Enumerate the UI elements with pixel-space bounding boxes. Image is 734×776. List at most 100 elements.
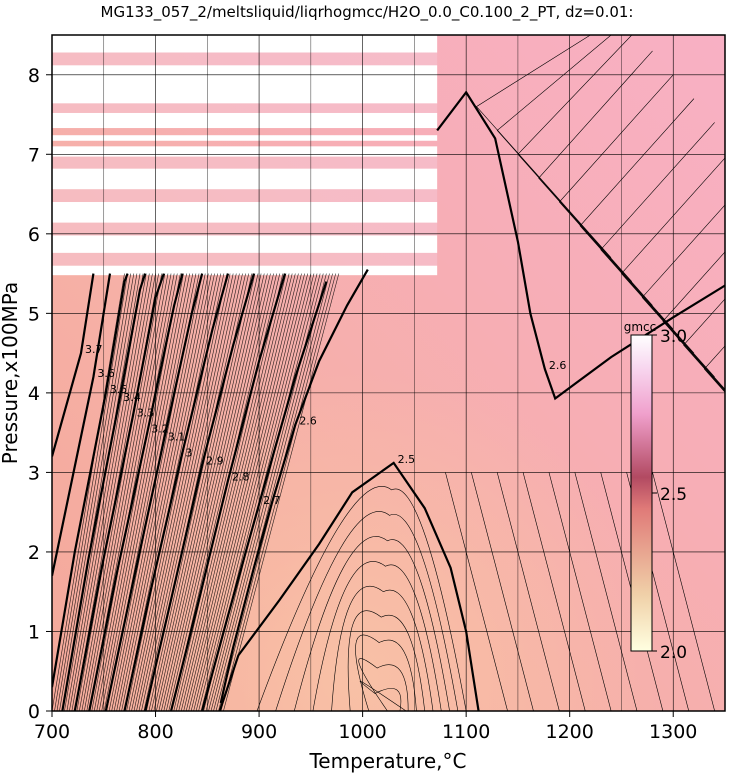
contour-arch-5 bbox=[331, 586, 434, 711]
colorbar-tick-min: 2.0 bbox=[660, 643, 687, 663]
contour-chevron-6 bbox=[600, 122, 725, 390]
contour-thin-56 bbox=[190, 273, 299, 711]
contour-label-10: 3.4 bbox=[123, 391, 141, 404]
missing-band-3 bbox=[52, 168, 438, 190]
contour-chevron-4 bbox=[558, 74, 695, 354]
contour-label-4: 2.8 bbox=[232, 470, 250, 483]
contour-thin-63 bbox=[208, 273, 321, 711]
contour-thin-46 bbox=[166, 273, 268, 711]
contour-diag-4 bbox=[548, 472, 612, 711]
y-tick-label-8: 8 bbox=[28, 65, 40, 87]
contour-thin-16 bbox=[91, 273, 175, 711]
contour-thin-54 bbox=[185, 273, 293, 711]
contour-thin-52 bbox=[180, 273, 287, 711]
contour-thin-68 bbox=[220, 273, 336, 711]
contour-thin-35 bbox=[138, 273, 234, 711]
contour-lines bbox=[52, 35, 725, 711]
contour-thin-60 bbox=[200, 273, 312, 711]
contour-3-6-12 bbox=[52, 273, 112, 577]
x-axis-label: Temperature,°C bbox=[308, 749, 466, 773]
contour-chevron-8 bbox=[641, 204, 725, 391]
y-tick-label-6: 6 bbox=[28, 224, 40, 246]
contour-thin-13 bbox=[84, 273, 166, 711]
missing-band-0 bbox=[52, 265, 438, 276]
data-strip-1 bbox=[52, 222, 438, 236]
contour-arch-9 bbox=[359, 680, 407, 711]
chart-title: MG133_057_2/meltsliquid/liqrhogmcc/H2O_0… bbox=[101, 3, 634, 22]
contour-chevron-0 bbox=[476, 35, 612, 258]
y-axis-label: Pressure,x100MPa bbox=[0, 282, 22, 464]
contour-label-8: 3.2 bbox=[151, 423, 169, 436]
contour-arch-3 bbox=[293, 536, 450, 711]
colorbar-unit: gmcc bbox=[624, 320, 657, 334]
data-strip-0 bbox=[52, 252, 438, 266]
contour-label-7: 3.1 bbox=[168, 431, 186, 444]
contour-thin-25 bbox=[113, 273, 203, 711]
contour-thin-42 bbox=[156, 273, 256, 711]
contour-thin-57 bbox=[193, 273, 302, 711]
contour-diag-0 bbox=[445, 472, 508, 711]
contour-label-1: 2.5 bbox=[398, 453, 416, 466]
data-strip-4 bbox=[52, 103, 438, 113]
y-tick-label-4: 4 bbox=[28, 383, 40, 405]
contour-chevron-5 bbox=[579, 98, 715, 378]
missing-band-5 bbox=[52, 135, 438, 141]
plot-frame bbox=[51, 34, 726, 712]
contour-diag-2 bbox=[496, 472, 560, 711]
contour-thin-43 bbox=[158, 273, 259, 711]
y-tick-label-0: 0 bbox=[28, 701, 40, 723]
x-tick-label-4: 1100 bbox=[442, 721, 490, 743]
contour-label-2: 2.6 bbox=[549, 359, 567, 372]
contour-thin-21 bbox=[103, 273, 191, 711]
y-tick-label-2: 2 bbox=[28, 542, 40, 564]
contour-label-0: 2.6 bbox=[299, 415, 317, 428]
contour-chevron-11 bbox=[703, 345, 725, 393]
contour-2-6-0 bbox=[219, 269, 369, 704]
contour-3-3-9 bbox=[73, 273, 165, 711]
missing-band-7 bbox=[52, 65, 438, 104]
contour-label-13: 3.7 bbox=[85, 343, 103, 356]
x-tick-label-2: 900 bbox=[241, 721, 277, 743]
contour-thin-59 bbox=[198, 273, 309, 711]
contour-arch-4 bbox=[312, 561, 442, 711]
x-tick-label-3: 1000 bbox=[338, 721, 386, 743]
contour-thin-51 bbox=[178, 273, 284, 711]
contour-diag-3 bbox=[522, 472, 586, 711]
contour-thin-17 bbox=[93, 273, 178, 711]
colorbar-tick-mid: 2.5 bbox=[660, 485, 687, 505]
missing-band-8 bbox=[52, 35, 438, 53]
contour-thin-3 bbox=[59, 273, 135, 711]
contour-2-9-5 bbox=[144, 273, 255, 711]
contour-thin-29 bbox=[123, 273, 215, 711]
colorbar-ramp bbox=[630, 334, 653, 652]
contour-thin-26 bbox=[116, 273, 206, 711]
grid-lines bbox=[52, 35, 725, 711]
contour-thin-36 bbox=[141, 273, 237, 711]
x-tick-label-1: 800 bbox=[137, 721, 173, 743]
x-tick-label-5: 1200 bbox=[546, 721, 594, 743]
missing-band-4 bbox=[52, 146, 438, 157]
contour-thin-14 bbox=[86, 273, 169, 711]
y-tick-label-3: 3 bbox=[28, 462, 40, 484]
contour-thin-19 bbox=[98, 273, 184, 711]
contour-label-11: 3.5 bbox=[110, 383, 128, 396]
contour-chevron-3 bbox=[538, 50, 674, 330]
contour-thin-47 bbox=[168, 273, 271, 711]
contour-thin-44 bbox=[161, 273, 262, 711]
x-axis: 700 800 900 1000 1100 1200 1300 bbox=[34, 711, 697, 743]
contour-diag-8 bbox=[652, 472, 715, 711]
contour-arch-6 bbox=[347, 610, 426, 711]
contour-3-7-13 bbox=[52, 273, 95, 457]
contour-2-8-4 bbox=[170, 273, 287, 711]
contour-chevron-9 bbox=[662, 251, 725, 392]
contour-3-1-7 bbox=[104, 273, 204, 711]
contour-thin-33 bbox=[133, 273, 228, 711]
contour-thin-27 bbox=[118, 273, 209, 711]
contour-thin-2 bbox=[56, 273, 131, 711]
data-strip-2 bbox=[52, 189, 438, 203]
colorbar-tick-max: 3.0 bbox=[660, 327, 687, 347]
contour-diag-5 bbox=[574, 472, 638, 711]
missing-band-2 bbox=[52, 202, 438, 223]
x-tick-label-0: 700 bbox=[34, 721, 70, 743]
